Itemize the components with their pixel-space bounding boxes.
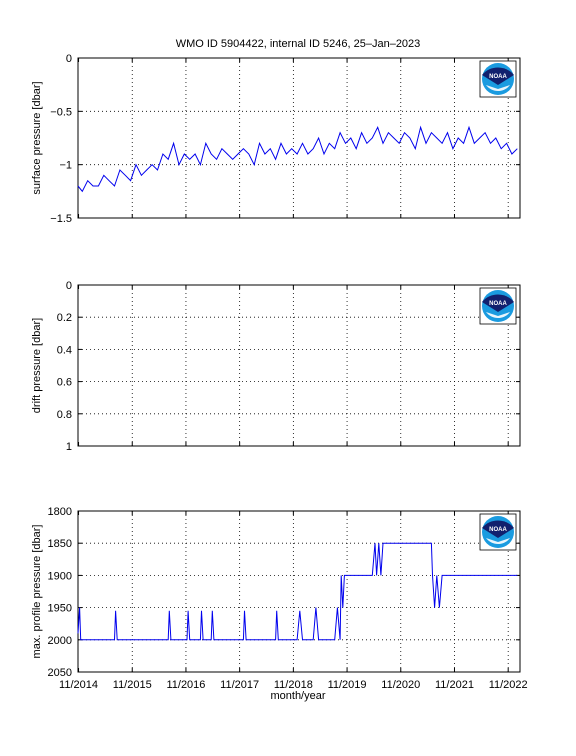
y-tick-label: −1.5: [50, 213, 72, 225]
noaa-logo-bird: [482, 67, 514, 85]
y-axis-label: drift pressure [dbar]: [31, 318, 43, 413]
y-tick-label: 1950: [48, 603, 72, 615]
y-axis-label: max. profile pressure [dbar]: [31, 525, 43, 659]
x-axis-label: month/year: [270, 690, 325, 702]
y-tick-label: 0.4: [57, 344, 72, 356]
noaa-logo-wave: [486, 85, 510, 91]
x-tick-label: 11/2018: [274, 679, 313, 691]
x-tick-label: 11/2016: [166, 679, 205, 691]
noaa-logo-text: NOAA: [489, 527, 507, 533]
noaa-logo-bird: [482, 294, 514, 312]
noaa-logo-wave: [486, 312, 510, 318]
y-tick-label: 1800: [48, 506, 72, 518]
y-tick-label: 0.8: [57, 409, 72, 421]
axes-frame: [77, 57, 521, 219]
noaa-logo-text: NOAA: [489, 301, 507, 307]
y-tick-label: 0: [66, 53, 72, 65]
noaa-logo-text: NOAA: [489, 74, 507, 80]
noaa-logo: NOAA: [479, 513, 517, 551]
noaa-logo-wave: [486, 538, 510, 544]
y-tick-label: 0.2: [57, 312, 72, 324]
axes-frame: [77, 284, 521, 447]
figure-title: WMO ID 5904422, internal ID 5246, 25–Jan…: [176, 38, 421, 50]
noaa-logo-bird: [482, 520, 514, 538]
y-tick-label: 0: [66, 280, 72, 292]
x-tick-label: 11/2022: [489, 679, 528, 691]
chart-panel-2: 0 0.2 0.4 0.6 0.8 1 drift pressure [dbar] NOAA: [31, 280, 521, 453]
x-tick-label: 11/2019: [328, 679, 367, 691]
x-tick-label: 11/2017: [220, 679, 259, 691]
y-tick-label: 0.6: [57, 377, 72, 389]
x-tick-label: 11/2015: [113, 679, 152, 691]
x-tick-label: 11/2021: [435, 679, 474, 691]
y-tick-label: 1850: [48, 538, 72, 550]
y-tick-label: 2000: [48, 635, 72, 647]
y-tick-label: 1900: [48, 570, 72, 582]
axes-frame: [77, 510, 521, 673]
y-tick-label: −1: [59, 160, 72, 172]
noaa-logo: NOAA: [479, 287, 517, 325]
series-line-1: [77, 125, 518, 193]
y-axis-label: surface pressure [dbar]: [31, 81, 43, 194]
series-line-1: [77, 542, 518, 641]
y-tick-label: 2050: [48, 667, 72, 679]
y-tick-label: 1: [66, 441, 72, 453]
x-tick-label: 11/2014: [59, 679, 98, 691]
x-tick-label: 11/2020: [381, 679, 420, 691]
noaa-logo: NOAA: [479, 60, 517, 98]
chart-panel-1: 0 −0.5 −1 −1.5 surface pressure [dbar] NOAA: [31, 53, 521, 225]
y-tick-label: −0.5: [50, 106, 72, 118]
